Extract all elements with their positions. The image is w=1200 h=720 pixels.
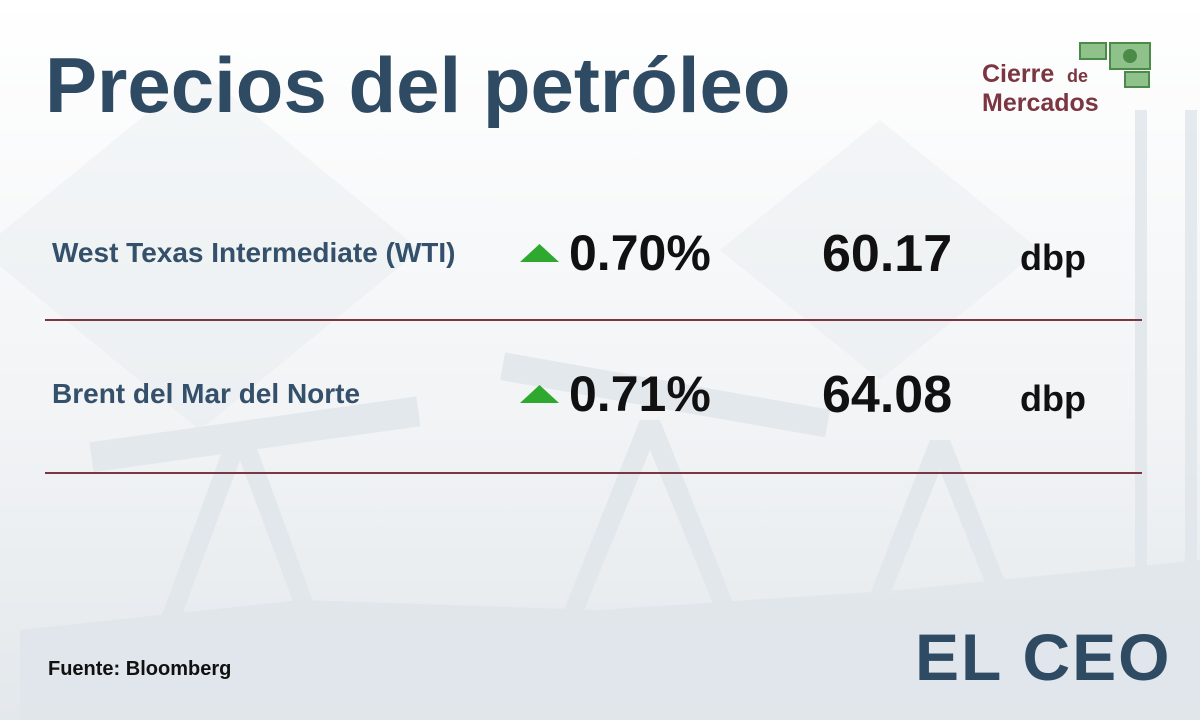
row-name: Brent del Mar del Norte [52,378,360,409]
logo-line1: Cierre [982,60,1054,88]
price: 60.17 [822,225,952,283]
change: 0.70% [569,225,711,281]
title: Precios del petróleo [45,41,791,129]
money-icon [1123,49,1137,63]
money-icon [1079,42,1107,60]
row-name: West Texas Intermediate (WTI) [52,237,456,268]
up-arrow [520,244,559,262]
change: 0.71% [569,366,711,422]
unit: dbp [1020,378,1086,419]
brand-logo: EL CEO [915,620,1172,694]
source: Fuente: Bloomberg [48,658,231,680]
unit: dbp [1020,237,1086,278]
price-table: West Texas Intermediate (WTI) 0.70% 60.17 d… [45,225,1142,474]
logo-small: de [1067,66,1088,86]
up-arrow [520,385,559,403]
background-decor [0,70,1200,720]
money-icon [1124,71,1150,88]
price: 64.08 [822,366,952,424]
market-logo: Cierre de Mercados [982,42,1151,117]
logo-line2: Mercados [982,89,1099,117]
